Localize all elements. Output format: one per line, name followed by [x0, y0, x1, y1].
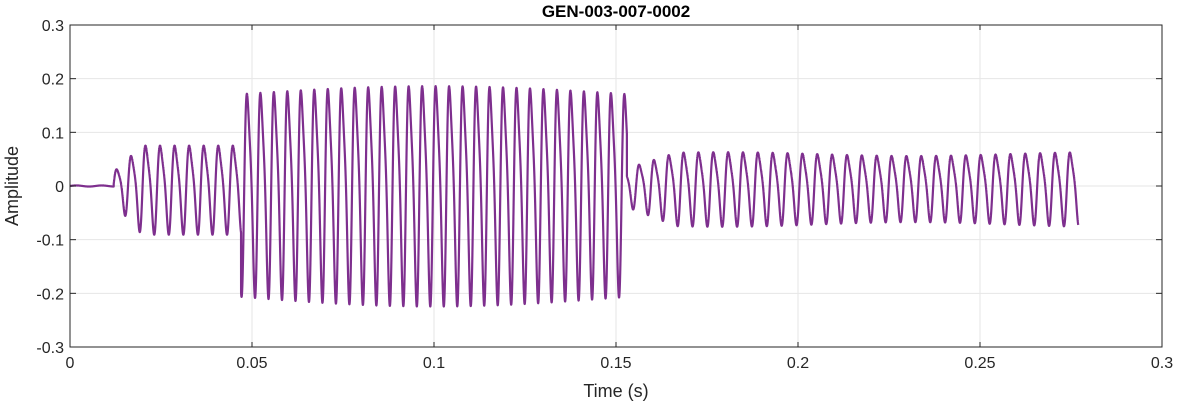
y-tick-label: -0.3 [36, 340, 64, 357]
y-axis-label: Amplitude [2, 146, 22, 226]
chart-title: GEN-003-007-0002 [542, 2, 690, 21]
x-tick-label: 0 [66, 355, 75, 372]
y-tick-label: 0.1 [42, 125, 64, 142]
y-tick-label: 0.2 [42, 72, 64, 89]
y-tick-label: -0.2 [36, 286, 64, 303]
x-tick-label: 0.05 [236, 355, 267, 372]
x-axis-label: Time (s) [583, 381, 648, 401]
x-tick-label: 0.25 [964, 355, 995, 372]
data-layer [68, 85, 1080, 308]
y-tick-label: -0.1 [36, 233, 64, 250]
y-tick-label: 0.3 [42, 18, 64, 35]
y-tick-label: 0 [55, 179, 64, 196]
ticks: 0 0.05 0.1 0.15 0.2 0.25 0.3 -0.3 -0.2 -0.1 0 0.1 0.… [36, 18, 1173, 372]
x-tick-label: 0.1 [423, 355, 445, 372]
waveform-line [68, 85, 1080, 308]
x-tick-label: 0.2 [787, 355, 809, 372]
x-tick-label: 0.3 [1151, 355, 1173, 372]
x-tick-label: 0.15 [600, 355, 631, 372]
